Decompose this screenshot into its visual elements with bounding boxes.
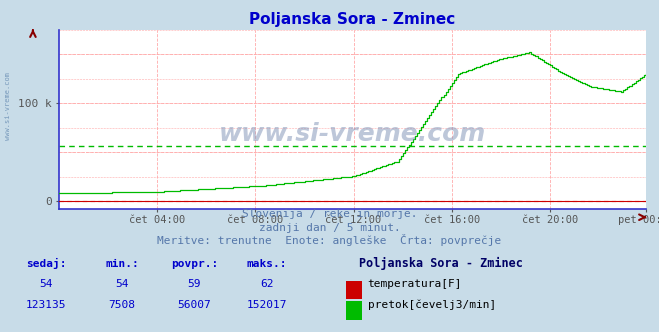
Text: 62: 62 bbox=[260, 279, 273, 289]
Text: Poljanska Sora - Zminec: Poljanska Sora - Zminec bbox=[359, 257, 523, 270]
Text: 54: 54 bbox=[115, 279, 129, 289]
Title: Poljanska Sora - Zminec: Poljanska Sora - Zminec bbox=[250, 12, 455, 27]
Text: Slovenija / reke in morje.: Slovenija / reke in morje. bbox=[242, 209, 417, 219]
Text: zadnji dan / 5 minut.: zadnji dan / 5 minut. bbox=[258, 223, 401, 233]
Text: www.si-vreme.com: www.si-vreme.com bbox=[5, 72, 11, 140]
Text: 54: 54 bbox=[40, 279, 53, 289]
Text: Meritve: trenutne  Enote: angleške  Črta: povprečje: Meritve: trenutne Enote: angleške Črta: … bbox=[158, 234, 501, 246]
Text: www.si-vreme.com: www.si-vreme.com bbox=[219, 122, 486, 146]
Text: 59: 59 bbox=[188, 279, 201, 289]
Text: min.:: min.: bbox=[105, 259, 139, 269]
Text: povpr.:: povpr.: bbox=[171, 259, 218, 269]
Text: sedaj:: sedaj: bbox=[26, 258, 67, 269]
Text: 123135: 123135 bbox=[26, 300, 67, 310]
Text: 152017: 152017 bbox=[246, 300, 287, 310]
Text: 56007: 56007 bbox=[177, 300, 212, 310]
Text: temperatura[F]: temperatura[F] bbox=[368, 279, 462, 289]
Text: maks.:: maks.: bbox=[246, 259, 287, 269]
Text: 7508: 7508 bbox=[109, 300, 135, 310]
Text: pretok[čevelj3/min]: pretok[čevelj3/min] bbox=[368, 299, 496, 310]
